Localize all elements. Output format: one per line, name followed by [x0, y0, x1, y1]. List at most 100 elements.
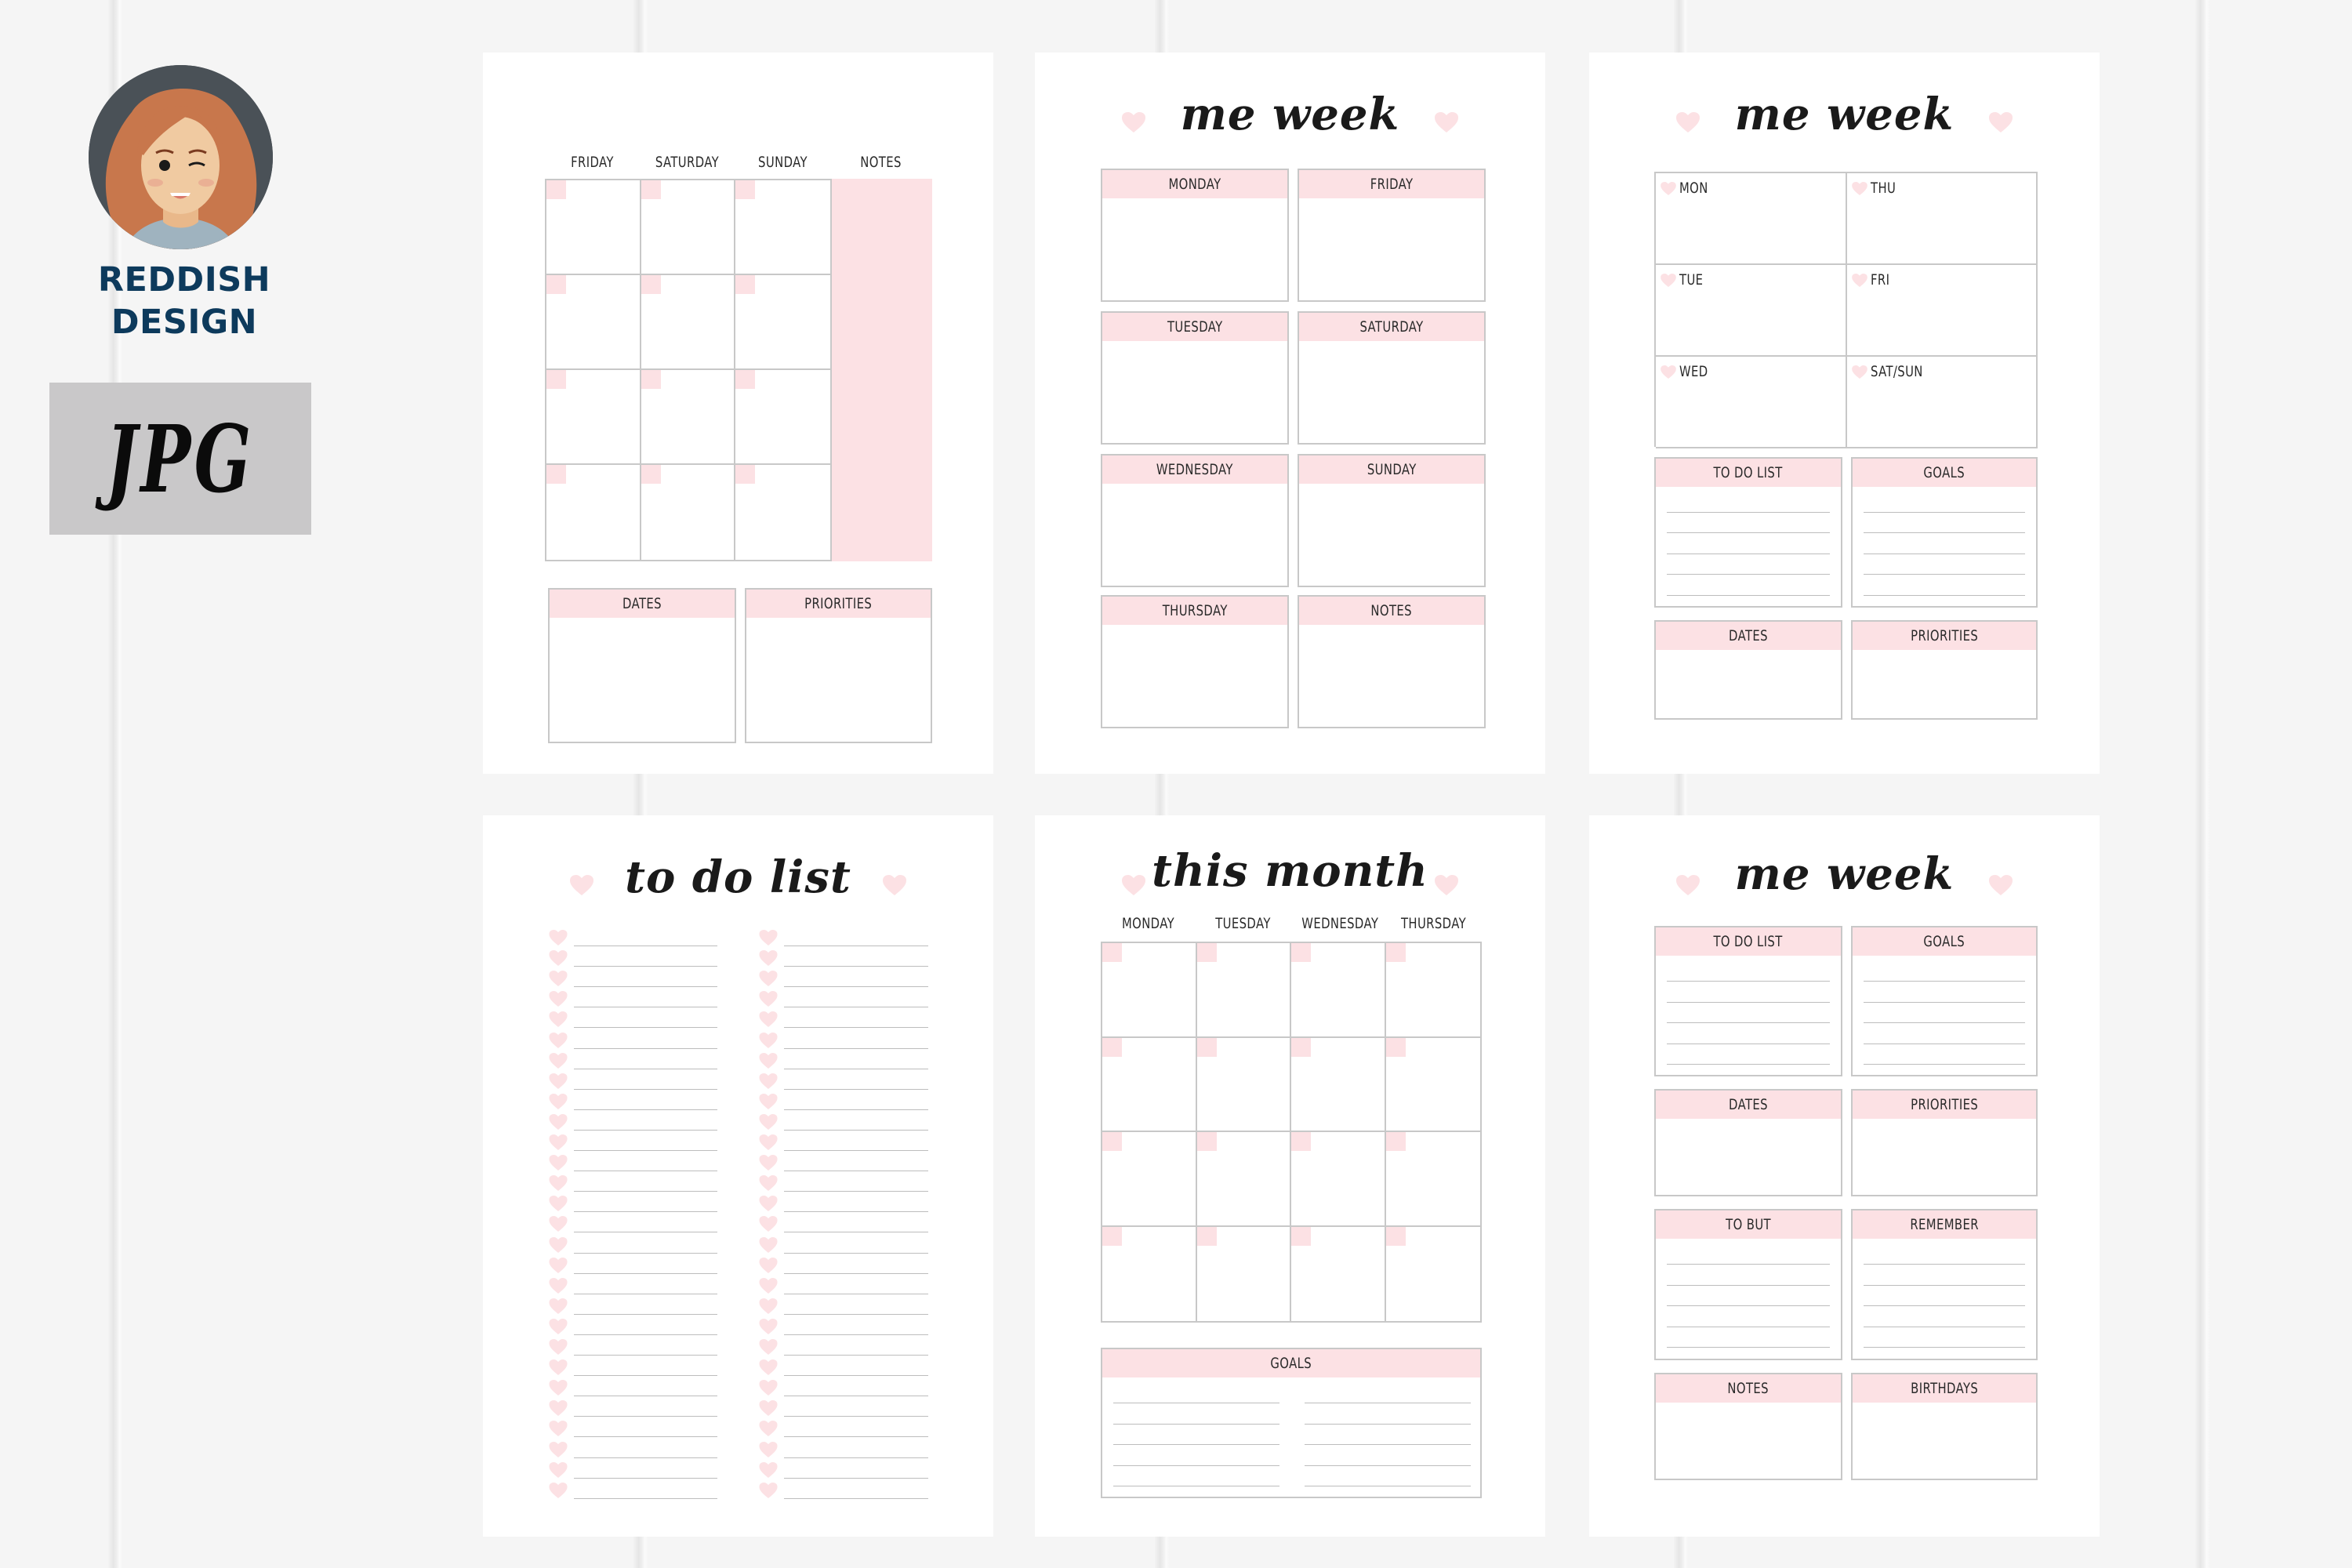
todo-list-box[interactable]: TO DO LIST — [1654, 926, 1842, 1076]
todo-item[interactable] — [759, 1461, 928, 1481]
calendar-cell[interactable] — [1385, 1226, 1481, 1322]
todo-item[interactable] — [549, 1072, 717, 1092]
todo-item[interactable] — [549, 969, 717, 989]
calendar-cell[interactable] — [1196, 1132, 1291, 1227]
day-cell-tue[interactable]: TUE — [1656, 265, 1847, 357]
calendar-cell[interactable] — [1196, 1226, 1291, 1321]
todo-item[interactable] — [549, 1399, 717, 1419]
todo-item[interactable] — [549, 1112, 717, 1133]
todo-item[interactable] — [759, 1440, 928, 1461]
todo-item[interactable] — [759, 1297, 928, 1317]
day-box-friday[interactable]: FRIDAY — [1298, 169, 1486, 302]
notes-box[interactable]: NOTES — [1654, 1373, 1842, 1480]
calendar-cell[interactable] — [1385, 1132, 1480, 1227]
todo-item[interactable] — [549, 1440, 717, 1461]
todo-item[interactable] — [759, 1010, 928, 1030]
day-box-sunday[interactable]: SUNDAY — [1298, 454, 1486, 587]
calendar-cell[interactable] — [1291, 1226, 1386, 1321]
todo-item[interactable] — [759, 1358, 928, 1378]
todo-item[interactable] — [759, 1399, 928, 1419]
todo-item[interactable] — [759, 1153, 928, 1174]
todo-item[interactable] — [759, 1092, 928, 1112]
todo-item[interactable] — [759, 1133, 928, 1153]
calendar-cell[interactable] — [1291, 943, 1386, 1038]
goals-box[interactable]: GOALS — [1851, 457, 2038, 608]
todo-item[interactable] — [549, 1419, 717, 1439]
todo-item[interactable] — [549, 949, 717, 969]
todo-item[interactable] — [759, 1072, 928, 1092]
todo-item[interactable] — [759, 1194, 928, 1214]
todo-item[interactable] — [759, 1481, 928, 1501]
todo-item[interactable] — [759, 949, 928, 969]
calendar-cell[interactable] — [735, 370, 830, 465]
todo-item[interactable] — [759, 1338, 928, 1358]
todo-item[interactable] — [549, 989, 717, 1010]
calendar-cell[interactable] — [546, 370, 641, 465]
todo-item[interactable] — [549, 1236, 717, 1256]
todo-item[interactable] — [549, 1317, 717, 1338]
day-box-saturday[interactable]: SATURDAY — [1298, 311, 1486, 445]
todo-item[interactable] — [549, 1153, 717, 1174]
todo-item[interactable] — [549, 1297, 717, 1317]
todo-item[interactable] — [549, 1214, 717, 1235]
calendar-cell[interactable] — [1385, 943, 1480, 1038]
todo-item[interactable] — [759, 1236, 928, 1256]
calendar-cell[interactable] — [641, 180, 736, 275]
todo-item[interactable] — [759, 1174, 928, 1194]
priorities-box[interactable]: PRIORITIES — [1851, 620, 2038, 720]
calendar-cell[interactable] — [641, 275, 736, 370]
todo-item[interactable] — [549, 1010, 717, 1030]
notes-box[interactable]: NOTES — [1298, 595, 1486, 728]
day-box-tuesday[interactable]: TUESDAY — [1101, 311, 1289, 445]
todo-item[interactable] — [759, 1419, 928, 1439]
todo-item[interactable] — [759, 1031, 928, 1051]
calendar-cell[interactable] — [1291, 1132, 1386, 1227]
day-cell-mon[interactable]: MON — [1656, 173, 1847, 265]
to-buy-box[interactable]: TO BUT — [1654, 1209, 1842, 1360]
calendar-cell[interactable] — [1385, 1037, 1480, 1132]
day-cell-thu[interactable]: THU — [1847, 173, 2038, 265]
todo-item[interactable] — [549, 1133, 717, 1153]
priorities-box[interactable]: PRIORITIES — [1851, 1089, 2038, 1196]
todo-item[interactable] — [759, 1112, 928, 1133]
todo-item[interactable] — [759, 1276, 928, 1297]
remember-box[interactable]: REMEMBER — [1851, 1209, 2038, 1360]
dates-box[interactable]: DATES — [548, 588, 736, 743]
calendar-cell[interactable] — [1102, 943, 1197, 1038]
day-box-wednesday[interactable]: WEDNESDAY — [1101, 454, 1289, 587]
todo-item[interactable] — [549, 1051, 717, 1072]
dates-box[interactable]: DATES — [1654, 1089, 1842, 1196]
calendar-cell[interactable] — [1291, 1037, 1386, 1132]
calendar-cell[interactable] — [546, 465, 641, 560]
day-box-monday[interactable]: MONDAY — [1101, 169, 1289, 302]
day-cell-fri[interactable]: FRI — [1847, 265, 2038, 357]
todo-item[interactable] — [549, 1031, 717, 1051]
todo-item[interactable] — [759, 1051, 928, 1072]
priorities-box[interactable]: PRIORITIES — [745, 588, 932, 743]
todo-item[interactable] — [759, 1256, 928, 1276]
todo-item[interactable] — [759, 1378, 928, 1399]
todo-item[interactable] — [549, 928, 717, 949]
dates-box[interactable]: DATES — [1654, 620, 1842, 720]
todo-item[interactable] — [549, 1256, 717, 1276]
todo-item[interactable] — [549, 1276, 717, 1297]
todo-list-box[interactable]: TO DO LIST — [1654, 457, 1842, 608]
calendar-cell[interactable] — [1102, 1132, 1197, 1227]
day-cell-sat-sun[interactable]: SAT/SUN — [1847, 357, 2038, 448]
calendar-cell[interactable] — [546, 180, 641, 275]
todo-item[interactable] — [549, 1461, 717, 1481]
calendar-cell[interactable] — [1196, 943, 1291, 1038]
calendar-cell[interactable] — [735, 465, 830, 560]
todo-item[interactable] — [549, 1338, 717, 1358]
todo-item[interactable] — [759, 989, 928, 1010]
todo-item[interactable] — [549, 1481, 717, 1501]
day-box-thursday[interactable]: THURSDAY — [1101, 595, 1289, 728]
calendar-cell[interactable] — [1102, 1226, 1197, 1321]
calendar-cell[interactable] — [641, 370, 736, 465]
calendar-cell[interactable] — [1102, 1037, 1197, 1132]
birthdays-box[interactable]: BIRTHDAYS — [1851, 1373, 2038, 1480]
calendar-cell[interactable] — [546, 275, 641, 370]
todo-item[interactable] — [549, 1174, 717, 1194]
calendar-cell[interactable] — [735, 180, 830, 275]
todo-item[interactable] — [549, 1092, 717, 1112]
